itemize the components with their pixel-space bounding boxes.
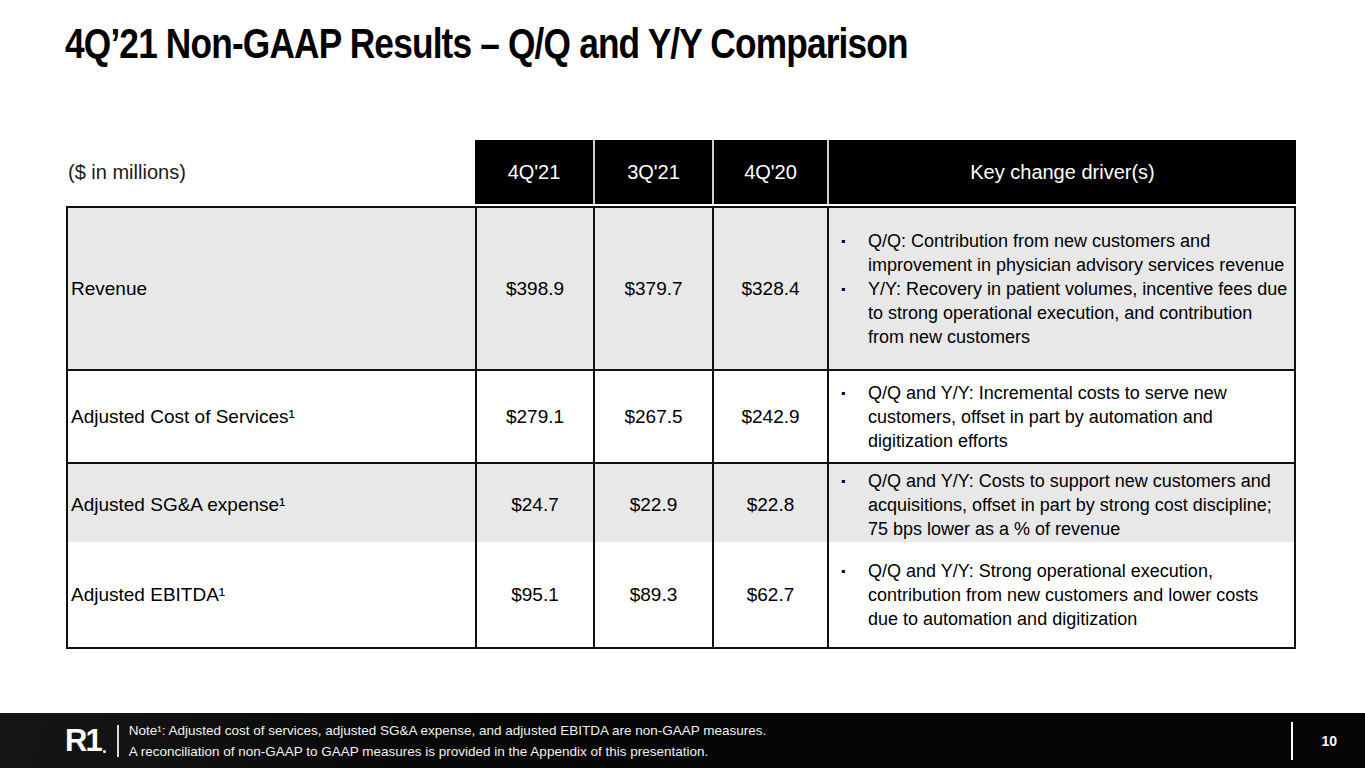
row-label: Adjusted EBITDA¹ (68, 542, 477, 647)
driver-bullet: Y/Y: Recovery in patient volumes, incent… (837, 277, 1288, 349)
key-drivers-cell: Q/Q: Contribution from new customers and… (829, 208, 1294, 369)
column-header-3q21: 3Q'21 (593, 140, 712, 204)
r1-logo: R1 (65, 725, 101, 756)
page-number-divider (1291, 722, 1293, 760)
key-drivers-cell: Q/Q and Y/Y: Costs to support new custom… (829, 464, 1294, 546)
table-row-adjusted-ebitda: Adjusted EBITDA¹ $95.1 $89.3 $62.7 Q/Q a… (68, 540, 1294, 647)
driver-bullet: Q/Q: Contribution from new customers and… (837, 229, 1288, 277)
table-header-row: ($ in millions) 4Q'21 3Q'21 4Q'20 Key ch… (66, 140, 1296, 204)
driver-text: Q/Q and Y/Y: Strong operational executio… (868, 559, 1288, 631)
value-4q20: $62.7 (714, 542, 829, 647)
column-header-4q20: 4Q'20 (712, 140, 827, 204)
row-label: Adjusted Cost of Services¹ (68, 371, 477, 462)
driver-bullet: Q/Q and Y/Y: Strong operational executio… (837, 559, 1288, 631)
driver-text: Q/Q and Y/Y: Costs to support new custom… (868, 469, 1288, 541)
unit-label: ($ in millions) (66, 140, 475, 204)
table-row-revenue: Revenue $398.9 $379.7 $328.4 Q/Q: Contri… (68, 208, 1294, 369)
table-row-adjusted-sga-expense: Adjusted SG&A expense¹ $24.7 $22.9 $22.8… (68, 462, 1294, 540)
driver-bullet: Q/Q and Y/Y: Costs to support new custom… (837, 469, 1288, 541)
value-3q21: $89.3 (595, 542, 714, 647)
value-4q21: $24.7 (477, 464, 595, 546)
driver-text: Q/Q: Contribution from new customers and… (868, 229, 1288, 277)
footer-note-line2: A reconciliation of non-GAAP to GAAP mea… (129, 741, 767, 762)
slide-title: 4Q’21 Non-GAAP Results – Q/Q and Y/Y Com… (65, 20, 908, 68)
footer-bar: R1 Note¹: Adjusted cost of services, adj… (0, 713, 1365, 768)
row-label: Revenue (68, 208, 477, 369)
value-4q20: $328.4 (714, 208, 829, 369)
value-4q21: $279.1 (477, 371, 595, 462)
column-header-4q21: 4Q'21 (475, 140, 593, 204)
key-drivers-cell: Q/Q and Y/Y: Incremental costs to serve … (829, 371, 1294, 462)
column-header-key-drivers: Key change driver(s) (827, 140, 1296, 204)
value-3q21: $267.5 (595, 371, 714, 462)
page-number: 10 (1321, 733, 1337, 749)
driver-bullet: Q/Q and Y/Y: Incremental costs to serve … (837, 381, 1288, 453)
value-3q21: $22.9 (595, 464, 714, 546)
row-label: Adjusted SG&A expense¹ (68, 464, 477, 546)
value-4q20: $242.9 (714, 371, 829, 462)
table-row-adjusted-cost-of-services: Adjusted Cost of Services¹ $279.1 $267.5… (68, 369, 1294, 462)
footer-notes: Note¹: Adjusted cost of services, adjust… (129, 720, 767, 762)
footer-note-line1: Note¹: Adjusted cost of services, adjust… (129, 720, 767, 741)
value-4q21: $398.9 (477, 208, 595, 369)
table-body: Revenue $398.9 $379.7 $328.4 Q/Q: Contri… (66, 206, 1296, 649)
footer-right: 10 (1291, 722, 1337, 760)
results-table: ($ in millions) 4Q'21 3Q'21 4Q'20 Key ch… (66, 140, 1296, 649)
key-drivers-cell: Q/Q and Y/Y: Strong operational executio… (829, 542, 1294, 647)
driver-text: Q/Q and Y/Y: Incremental costs to serve … (868, 381, 1288, 453)
value-3q21: $379.7 (595, 208, 714, 369)
value-4q21: $95.1 (477, 542, 595, 647)
value-4q20: $22.8 (714, 464, 829, 546)
driver-text: Y/Y: Recovery in patient volumes, incent… (868, 277, 1288, 349)
footer-divider (117, 725, 119, 757)
